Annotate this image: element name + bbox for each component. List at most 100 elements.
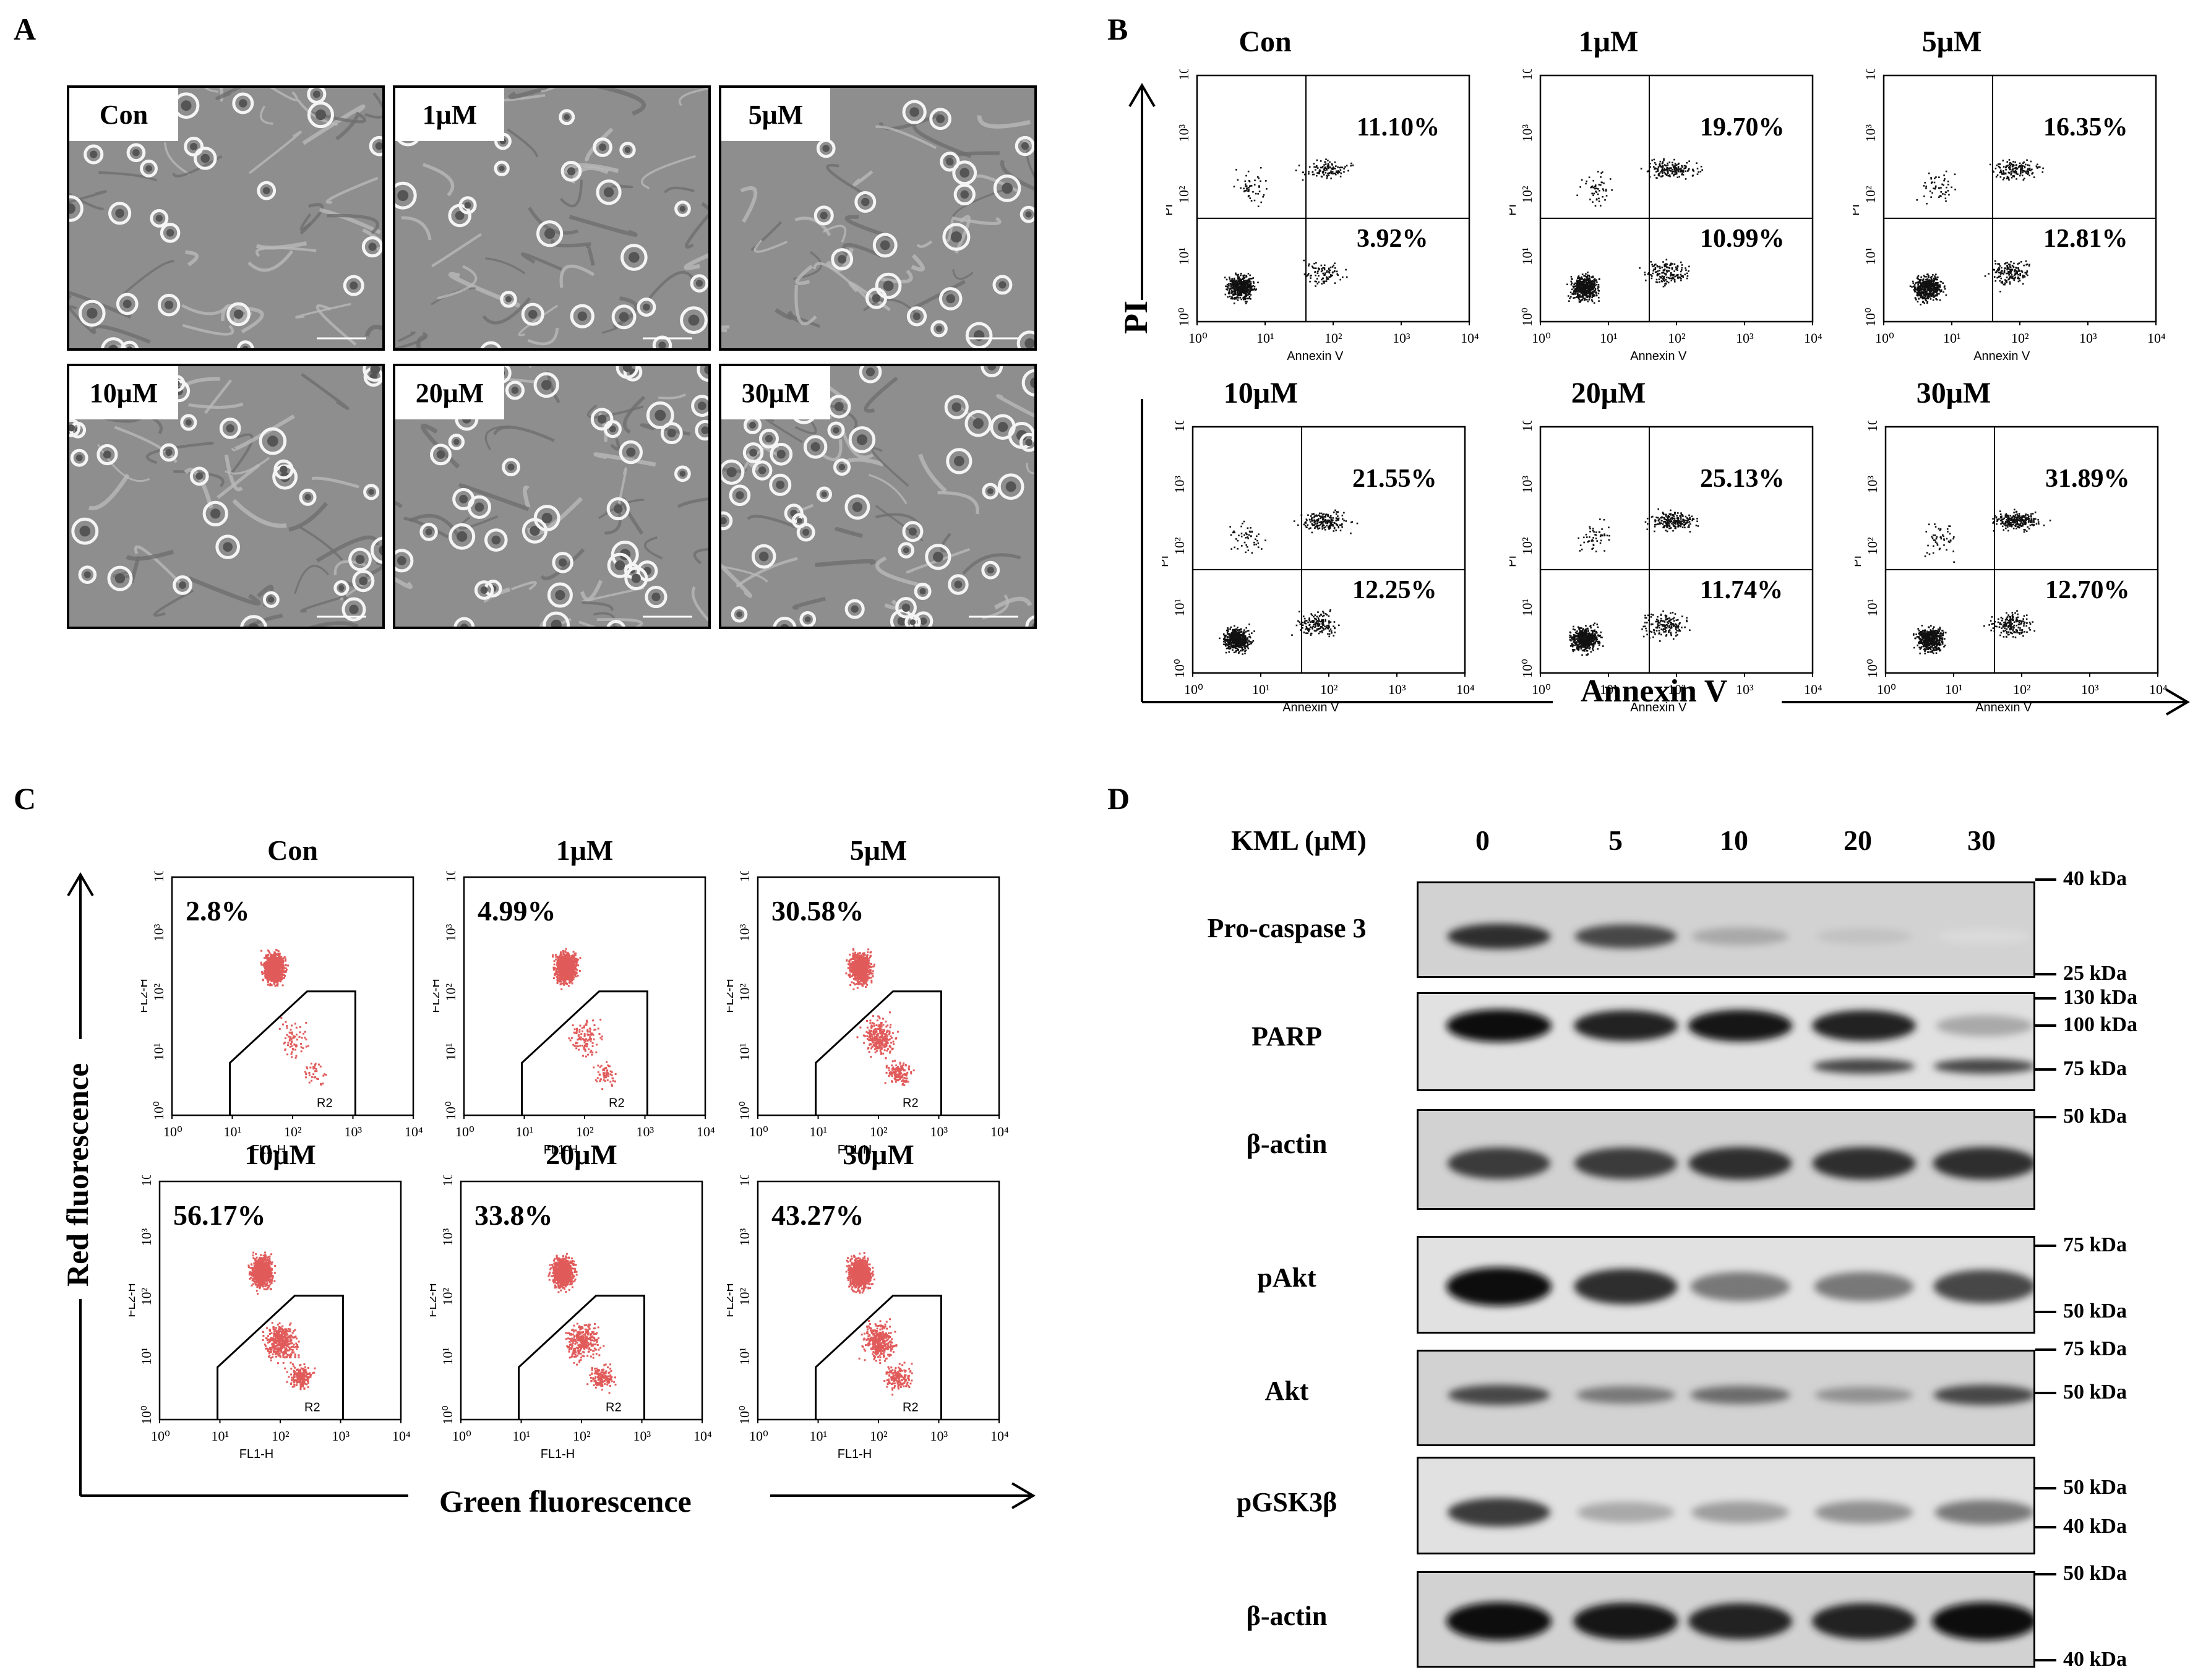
- small-y-label: PI: [1853, 204, 1862, 216]
- annexin-plot-0: 10⁰ 10⁰ 10¹ 10¹ 10² 10² 10³ 10³ 10⁴ 10⁴ Annexin V P…: [1166, 69, 1479, 363]
- kda-tick: [2035, 1486, 2056, 1489]
- jc1-plot-0: R2 10⁰ 10⁰ 10¹ 10¹ 10² 10² 10³ 10³ 10⁴ 10⁴ FL1-H FL2…: [141, 871, 423, 1157]
- small-x-label: FL1-H: [239, 1447, 274, 1461]
- blot-row-3: [1417, 1236, 2035, 1334]
- small-y-label: PI: [1162, 555, 1171, 567]
- micrograph-label-1: 1μM: [395, 88, 504, 141]
- kda-marker: 75 kDa: [2063, 1056, 2127, 1080]
- y-tick-label: 10¹: [151, 1043, 166, 1061]
- x-tick-label: 10³: [2079, 330, 2097, 346]
- x-tick-label: 10⁰: [163, 1124, 182, 1139]
- blot-band: [1446, 1267, 1552, 1306]
- y-tick-label: 10¹: [737, 1043, 752, 1061]
- kda-tick: [2035, 972, 2056, 975]
- blot-band: [1932, 1602, 2033, 1640]
- kda-marker: 40 kDa: [2063, 1647, 2127, 1671]
- blot-band: [1576, 1386, 1676, 1404]
- y-tick-label: 10⁰: [1519, 307, 1535, 327]
- jc1-plot-4: R2 10⁰ 10⁰ 10¹ 10¹ 10² 10² 10³ 10³ 10⁴ 10⁴ FL1-H FL2…: [430, 1175, 712, 1461]
- micrograph-5: 30μM: [719, 364, 1037, 629]
- x-tick-label: 10³: [345, 1124, 363, 1139]
- y-tick-label: 10²: [1519, 537, 1535, 555]
- y-tick-label: 10³: [151, 924, 166, 941]
- gate-label: R2: [903, 1401, 919, 1415]
- annexin-lower-right-2: 12.81%: [2043, 225, 2128, 253]
- kda-tick: [2035, 1068, 2056, 1071]
- y-tick-label: 10³: [1863, 124, 1878, 142]
- blot-row-label-6: β-actin: [1246, 1600, 1328, 1631]
- y-tick-label: 10⁴: [1519, 69, 1535, 80]
- y-tick-label: 10¹: [1863, 247, 1878, 265]
- kda-tick: [2035, 1348, 2056, 1351]
- y-tick-label: 10⁰: [1865, 659, 1880, 678]
- kda-marker: 50 kDa: [2063, 1300, 2127, 1323]
- x-tick-label: 10⁰: [749, 1428, 768, 1444]
- jc1-plot-2: R2 10⁰ 10⁰ 10¹ 10¹ 10² 10² 10³ 10³ 10⁴ 10⁴ FL1-H FL2…: [727, 871, 1009, 1157]
- x-tick-label: 10³: [930, 1428, 948, 1444]
- kda-tick: [2035, 1525, 2056, 1528]
- y-tick-label: 10³: [1176, 124, 1191, 142]
- lane-label-0: 0: [1475, 825, 1490, 856]
- x-tick-label: 10²: [576, 1124, 594, 1139]
- blot-band: [1937, 928, 2032, 944]
- x-tick-label: 10³: [633, 1428, 651, 1444]
- y-tick-label: 10⁰: [1863, 307, 1878, 327]
- jc1-value-2: 30.58%: [771, 895, 864, 927]
- y-tick-label: 10¹: [1176, 247, 1191, 265]
- annexin-plot-title-5: 30μM: [1916, 377, 1991, 409]
- x-tick-label: 10²: [1320, 682, 1338, 697]
- y-tick-label: 10¹: [1519, 599, 1535, 617]
- jc1-plot-5: R2 10⁰ 10⁰ 10¹ 10¹ 10² 10² 10³ 10³ 10⁴ 10⁴ FL1-H FL2…: [727, 1175, 1009, 1461]
- x-tick-label: 10¹: [1945, 682, 1963, 697]
- x-tick-label: 10¹: [810, 1428, 828, 1444]
- annexin-plot-1: 10⁰ 10⁰ 10¹ 10¹ 10² 10² 10³ 10³ 10⁴ 10⁴ Annexin V P…: [1509, 69, 1822, 363]
- x-tick-label: 10⁰: [1188, 330, 1208, 346]
- small-x-label: Annexin V: [1975, 701, 2032, 714]
- annexin-upper-right-0: 11.10%: [1357, 113, 1440, 142]
- panel-c-axis-arrows: [67, 872, 1036, 1509]
- jc1-plot-1: R2 10⁰ 10⁰ 10¹ 10¹ 10² 10² 10³ 10³ 10⁴ 10⁴ FL1-H FL2…: [433, 871, 715, 1157]
- x-tick-label: 10⁰: [1184, 682, 1203, 697]
- x-tick-label: 10³: [1736, 682, 1754, 697]
- y-tick-label: 10⁰: [139, 1405, 154, 1425]
- micrograph-3: 10μM: [67, 364, 385, 629]
- y-tick-label: 10¹: [443, 1043, 458, 1061]
- blot-band: [1447, 924, 1551, 949]
- small-y-label: PI: [1509, 555, 1519, 567]
- kda-tick: [2035, 878, 2056, 881]
- x-tick-label: 10¹: [1943, 330, 1961, 346]
- kml-header: KML (μM): [1231, 825, 1367, 856]
- x-tick-label: 10⁴: [1804, 330, 1822, 346]
- blot-band: [1933, 1269, 2033, 1304]
- x-tick-label: 10¹: [810, 1124, 828, 1139]
- jc1-plot-3: R2 10⁰ 10⁰ 10¹ 10¹ 10² 10² 10³ 10³ 10⁴ 10⁴ FL1-H FL2…: [129, 1175, 411, 1461]
- panel-c-x-axis-label: Green fluorescence: [439, 1484, 692, 1519]
- x-tick-label: 10⁰: [1875, 330, 1894, 346]
- jc1-plot-title-3: 10μM: [244, 1139, 316, 1170]
- x-tick-label: 10¹: [212, 1428, 230, 1444]
- y-tick-label: 10²: [440, 1288, 455, 1306]
- kda-tick: [2035, 1024, 2056, 1027]
- small-y-label: FL2-H: [430, 1283, 439, 1318]
- annexin-plot-title-0: Con: [1239, 25, 1292, 58]
- blot-row-1: [1417, 992, 2035, 1091]
- y-tick-label: 10³: [1519, 124, 1535, 142]
- small-x-label: Annexin V: [1973, 349, 2030, 363]
- blot-band: [1812, 1147, 1916, 1180]
- x-tick-label: 10²: [870, 1124, 888, 1139]
- jc1-plot-title-4: 20μM: [546, 1139, 617, 1170]
- x-tick-label: 10⁴: [697, 1124, 715, 1139]
- jc1-plot-title-2: 5μM: [849, 834, 908, 866]
- blot-band: [1448, 1147, 1550, 1180]
- kda-marker: 75 kDa: [2063, 1233, 2127, 1256]
- small-y-label: PI: [1166, 204, 1175, 216]
- micrograph-label-3: 10μM: [69, 366, 178, 419]
- blot-row-label-1: PARP: [1251, 1021, 1323, 1052]
- annexin-lower-right-5: 12.70%: [2045, 576, 2130, 604]
- annexin-upper-right-4: 25.13%: [1700, 465, 1785, 493]
- blot-band: [1812, 1010, 1916, 1042]
- panel-b-x-axis-label: Annexin V: [1581, 674, 1728, 709]
- jc1-value-1: 4.99%: [478, 895, 556, 927]
- jc1-value-0: 2.8%: [186, 895, 250, 927]
- jc1-plot-title-5: 30μM: [843, 1139, 914, 1170]
